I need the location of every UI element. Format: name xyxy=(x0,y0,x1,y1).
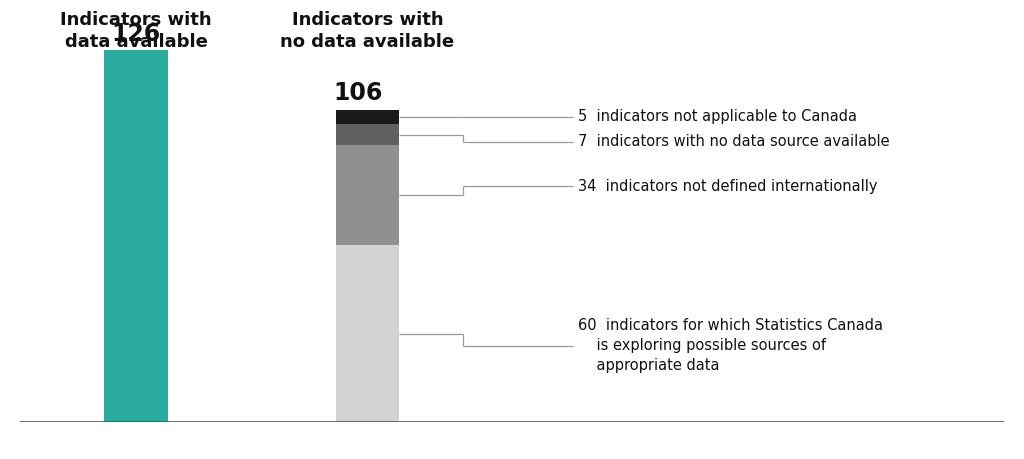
Bar xyxy=(104,50,168,422)
Bar xyxy=(336,145,399,245)
Bar xyxy=(336,124,399,145)
Text: 7  indicators with no data source available: 7 indicators with no data source availab… xyxy=(579,134,890,150)
Text: 5  indicators not applicable to Canada: 5 indicators not applicable to Canada xyxy=(579,109,857,124)
Text: 34  indicators not defined internationally: 34 indicators not defined internationall… xyxy=(579,179,878,194)
Text: Indicators with
data available: Indicators with data available xyxy=(60,11,212,51)
Text: 106: 106 xyxy=(334,81,383,105)
Text: 126: 126 xyxy=(112,22,161,46)
Bar xyxy=(336,245,399,422)
Bar xyxy=(336,110,399,124)
Text: 60  indicators for which Statistics Canada
    is exploring possible sources of
: 60 indicators for which Statistics Canad… xyxy=(579,318,884,373)
Text: Indicators with
no data available: Indicators with no data available xyxy=(281,11,455,51)
